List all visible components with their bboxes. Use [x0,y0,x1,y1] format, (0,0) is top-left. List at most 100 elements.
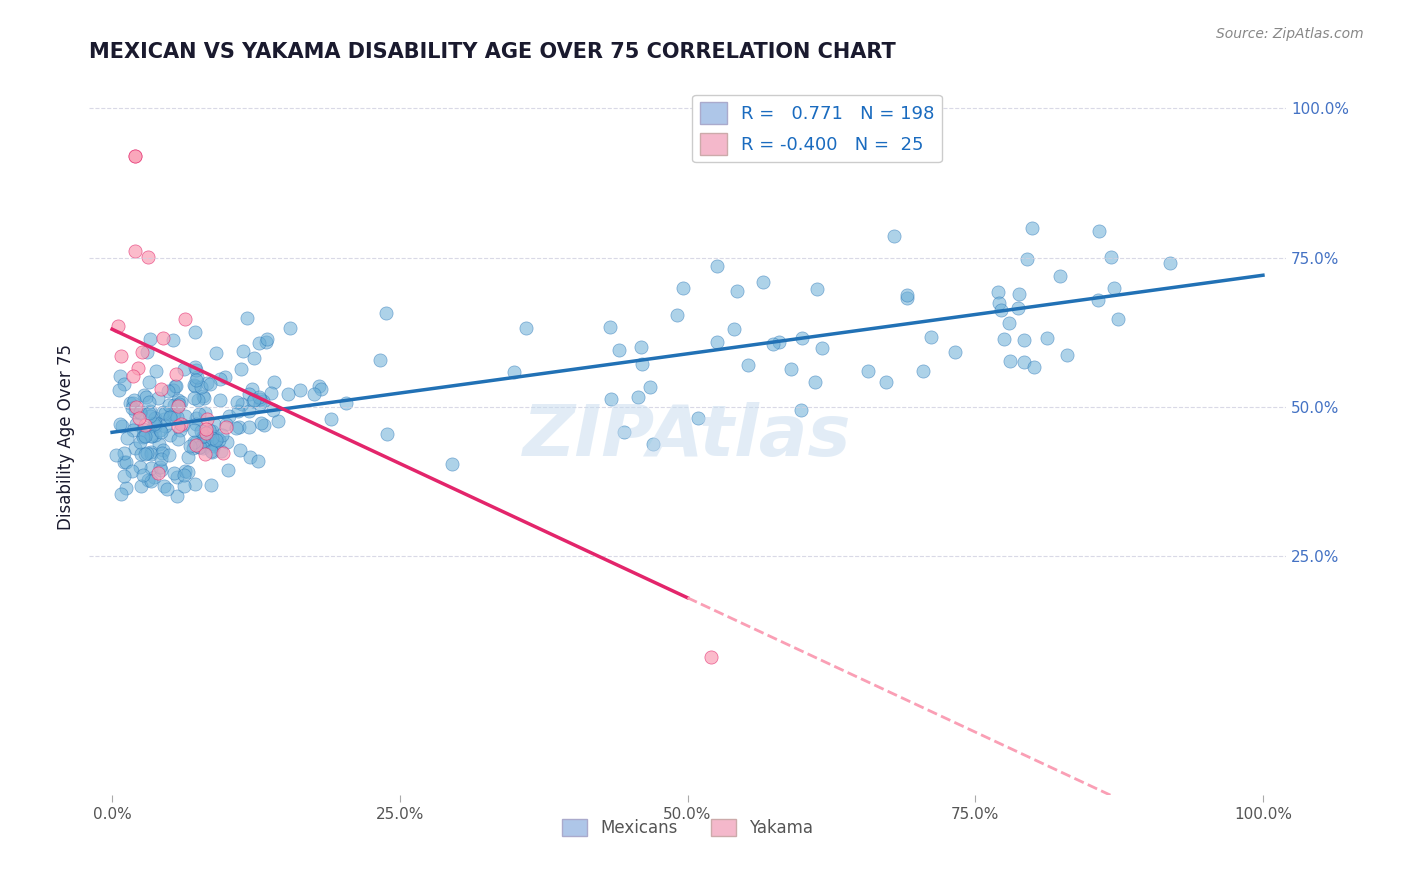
Point [124,244,146,258]
Point [440,457,463,471]
Point [1159,256,1181,270]
Point [202,437,225,451]
Point [737,358,759,372]
Point [252,393,274,408]
Point [184,360,207,375]
Point [163,399,186,413]
Point [167,418,190,433]
Point [128,411,150,425]
Point [706,334,728,349]
Point [136,250,159,264]
Point [174,312,197,326]
Point [672,280,695,294]
Point [768,335,790,350]
Point [212,445,235,459]
Point [856,364,879,378]
Point [235,311,257,326]
Point [114,455,136,469]
Point [599,320,621,334]
Point [912,364,935,378]
Point [247,335,270,350]
Point [169,423,191,437]
Point [943,345,966,359]
Point [152,479,174,493]
Point [191,429,214,443]
Point [201,425,224,439]
Point [249,392,271,406]
Point [121,401,143,415]
Point [105,449,128,463]
Point [200,477,222,491]
Point [135,390,157,404]
Point [194,447,217,461]
Point [515,320,537,334]
Point [167,397,190,411]
Point [112,468,135,483]
Point [1049,268,1071,283]
Point [124,405,146,419]
Point [184,434,207,449]
Point [162,383,184,397]
Point [107,319,129,334]
Point [173,361,195,376]
Point [145,418,167,433]
Point [143,417,166,431]
Point [249,416,271,430]
Point [288,383,311,397]
Point [148,437,170,451]
Point [184,379,207,393]
Point [115,481,138,495]
Point [149,423,172,437]
Point [215,417,238,431]
Point [208,392,231,407]
Point [174,409,197,423]
Point [370,353,392,368]
Point [132,421,155,435]
Point [153,412,176,426]
Point [706,260,728,274]
Point [177,465,200,479]
Point [184,373,207,387]
Point [157,384,180,398]
Point [195,412,218,426]
Point [205,434,228,448]
Point [607,343,630,357]
Point [152,330,174,344]
Point [204,417,226,432]
Point [139,447,162,461]
Point [243,351,266,365]
Point [266,414,288,428]
Point [374,306,396,320]
Point [121,396,143,410]
Point [810,341,832,355]
Point [110,486,132,500]
Point [184,325,207,339]
Point [238,387,260,401]
Point [172,417,194,432]
Point [201,445,224,459]
Point [183,434,205,449]
Point [169,417,191,431]
Point [146,466,169,480]
Point [804,375,827,389]
Point [256,335,278,350]
Point [148,392,170,406]
Point [638,380,661,394]
Point [157,398,180,412]
Point [174,464,197,478]
Point [166,410,188,425]
Point [112,446,135,460]
Point [238,419,260,434]
Point [139,332,162,346]
Point [187,392,209,407]
Point [184,411,207,425]
Point [883,229,905,244]
Point [198,423,221,437]
Point [153,418,176,433]
Point [1021,220,1043,235]
Point [247,454,270,468]
Point [165,379,187,393]
Point [139,475,162,489]
Point [138,406,160,420]
Y-axis label: Disability Age Over 75: Disability Age Over 75 [58,343,75,530]
